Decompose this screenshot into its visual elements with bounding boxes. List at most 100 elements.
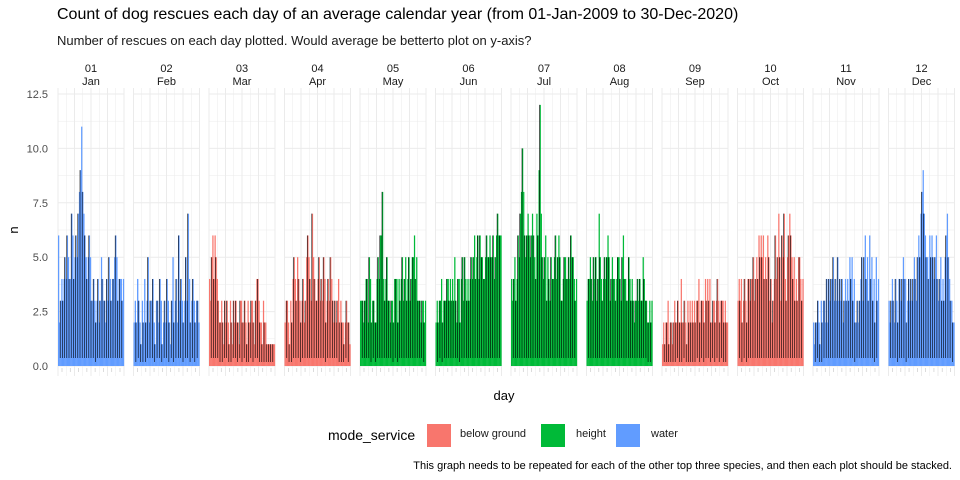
bar xyxy=(865,278,868,366)
bar xyxy=(191,300,193,366)
bar xyxy=(326,300,328,366)
bar xyxy=(306,257,308,366)
bar xyxy=(64,257,66,366)
bar xyxy=(863,257,865,366)
bar xyxy=(528,235,530,366)
chart-caption: This graph needs to be repeated for each… xyxy=(413,460,952,472)
facet-strip-number: 09 xyxy=(689,63,701,75)
bar xyxy=(80,170,82,366)
bar xyxy=(517,235,519,366)
bar xyxy=(912,278,914,366)
bar xyxy=(133,322,135,366)
bar xyxy=(472,257,475,366)
bar xyxy=(632,300,634,366)
bar xyxy=(258,300,260,366)
bar xyxy=(337,278,340,366)
bar xyxy=(397,322,399,366)
bar xyxy=(664,344,666,366)
bar xyxy=(642,257,644,366)
bar xyxy=(444,300,446,366)
bar xyxy=(568,257,570,366)
bar xyxy=(787,257,789,366)
bar xyxy=(362,300,364,366)
bar xyxy=(320,278,323,366)
y-tick-label: 7.5 xyxy=(33,198,48,210)
bar xyxy=(724,300,726,366)
bar xyxy=(268,344,270,366)
legend-key-water xyxy=(616,424,640,447)
bar xyxy=(945,235,947,366)
bar xyxy=(168,322,171,366)
bar xyxy=(820,300,822,366)
bar xyxy=(677,300,679,366)
bar xyxy=(409,300,411,366)
bar xyxy=(766,278,768,366)
bar xyxy=(588,278,590,366)
bar xyxy=(623,278,626,366)
facet-strip-month: Dec xyxy=(912,76,932,88)
bar xyxy=(851,257,853,366)
bar xyxy=(544,257,546,366)
bar xyxy=(551,278,553,366)
bar xyxy=(302,278,304,366)
bar xyxy=(936,278,939,366)
bar xyxy=(441,278,443,366)
bar xyxy=(396,278,398,366)
bar xyxy=(796,300,799,366)
bar xyxy=(717,278,719,366)
bar xyxy=(608,257,610,366)
bar xyxy=(445,300,447,366)
bar xyxy=(688,322,690,366)
bar xyxy=(636,300,638,366)
bar xyxy=(146,300,148,366)
bar xyxy=(325,322,327,366)
bar xyxy=(640,300,642,366)
bar xyxy=(745,300,747,366)
bar xyxy=(174,300,177,366)
bar xyxy=(560,300,562,366)
bar xyxy=(942,278,944,366)
bar xyxy=(525,257,527,366)
bar xyxy=(934,257,936,366)
bar xyxy=(696,300,698,366)
bar xyxy=(435,322,437,366)
bar xyxy=(439,300,442,366)
bar xyxy=(817,300,819,366)
bar xyxy=(463,300,465,366)
bar xyxy=(548,278,550,366)
bar xyxy=(229,300,232,366)
bar xyxy=(619,278,621,366)
bar xyxy=(668,344,670,366)
bar xyxy=(777,257,779,366)
bar xyxy=(70,278,72,366)
bar xyxy=(675,322,677,366)
bar xyxy=(760,235,762,366)
bar xyxy=(627,300,629,366)
bar xyxy=(895,278,897,366)
bar xyxy=(718,300,720,366)
bar xyxy=(746,322,748,366)
bar xyxy=(571,257,573,366)
bar xyxy=(788,235,790,366)
bar xyxy=(270,344,272,366)
bar xyxy=(106,278,108,366)
bar xyxy=(700,300,702,366)
y-tick-label: 10.0 xyxy=(27,143,48,155)
facet-strip-number: 12 xyxy=(915,63,927,75)
bar xyxy=(487,257,489,366)
bar xyxy=(864,235,866,366)
bar xyxy=(749,300,751,366)
bar xyxy=(569,278,571,366)
bar xyxy=(848,300,850,366)
bar xyxy=(77,213,80,366)
bar xyxy=(944,257,946,366)
bar xyxy=(699,322,701,366)
facet-strip-number: 05 xyxy=(387,63,399,75)
bar xyxy=(641,300,643,366)
bar xyxy=(914,278,917,366)
bar xyxy=(253,322,255,366)
bar xyxy=(566,278,568,366)
bar xyxy=(416,257,418,366)
facet-strip-month: Jun xyxy=(460,76,478,88)
bar xyxy=(322,300,324,366)
